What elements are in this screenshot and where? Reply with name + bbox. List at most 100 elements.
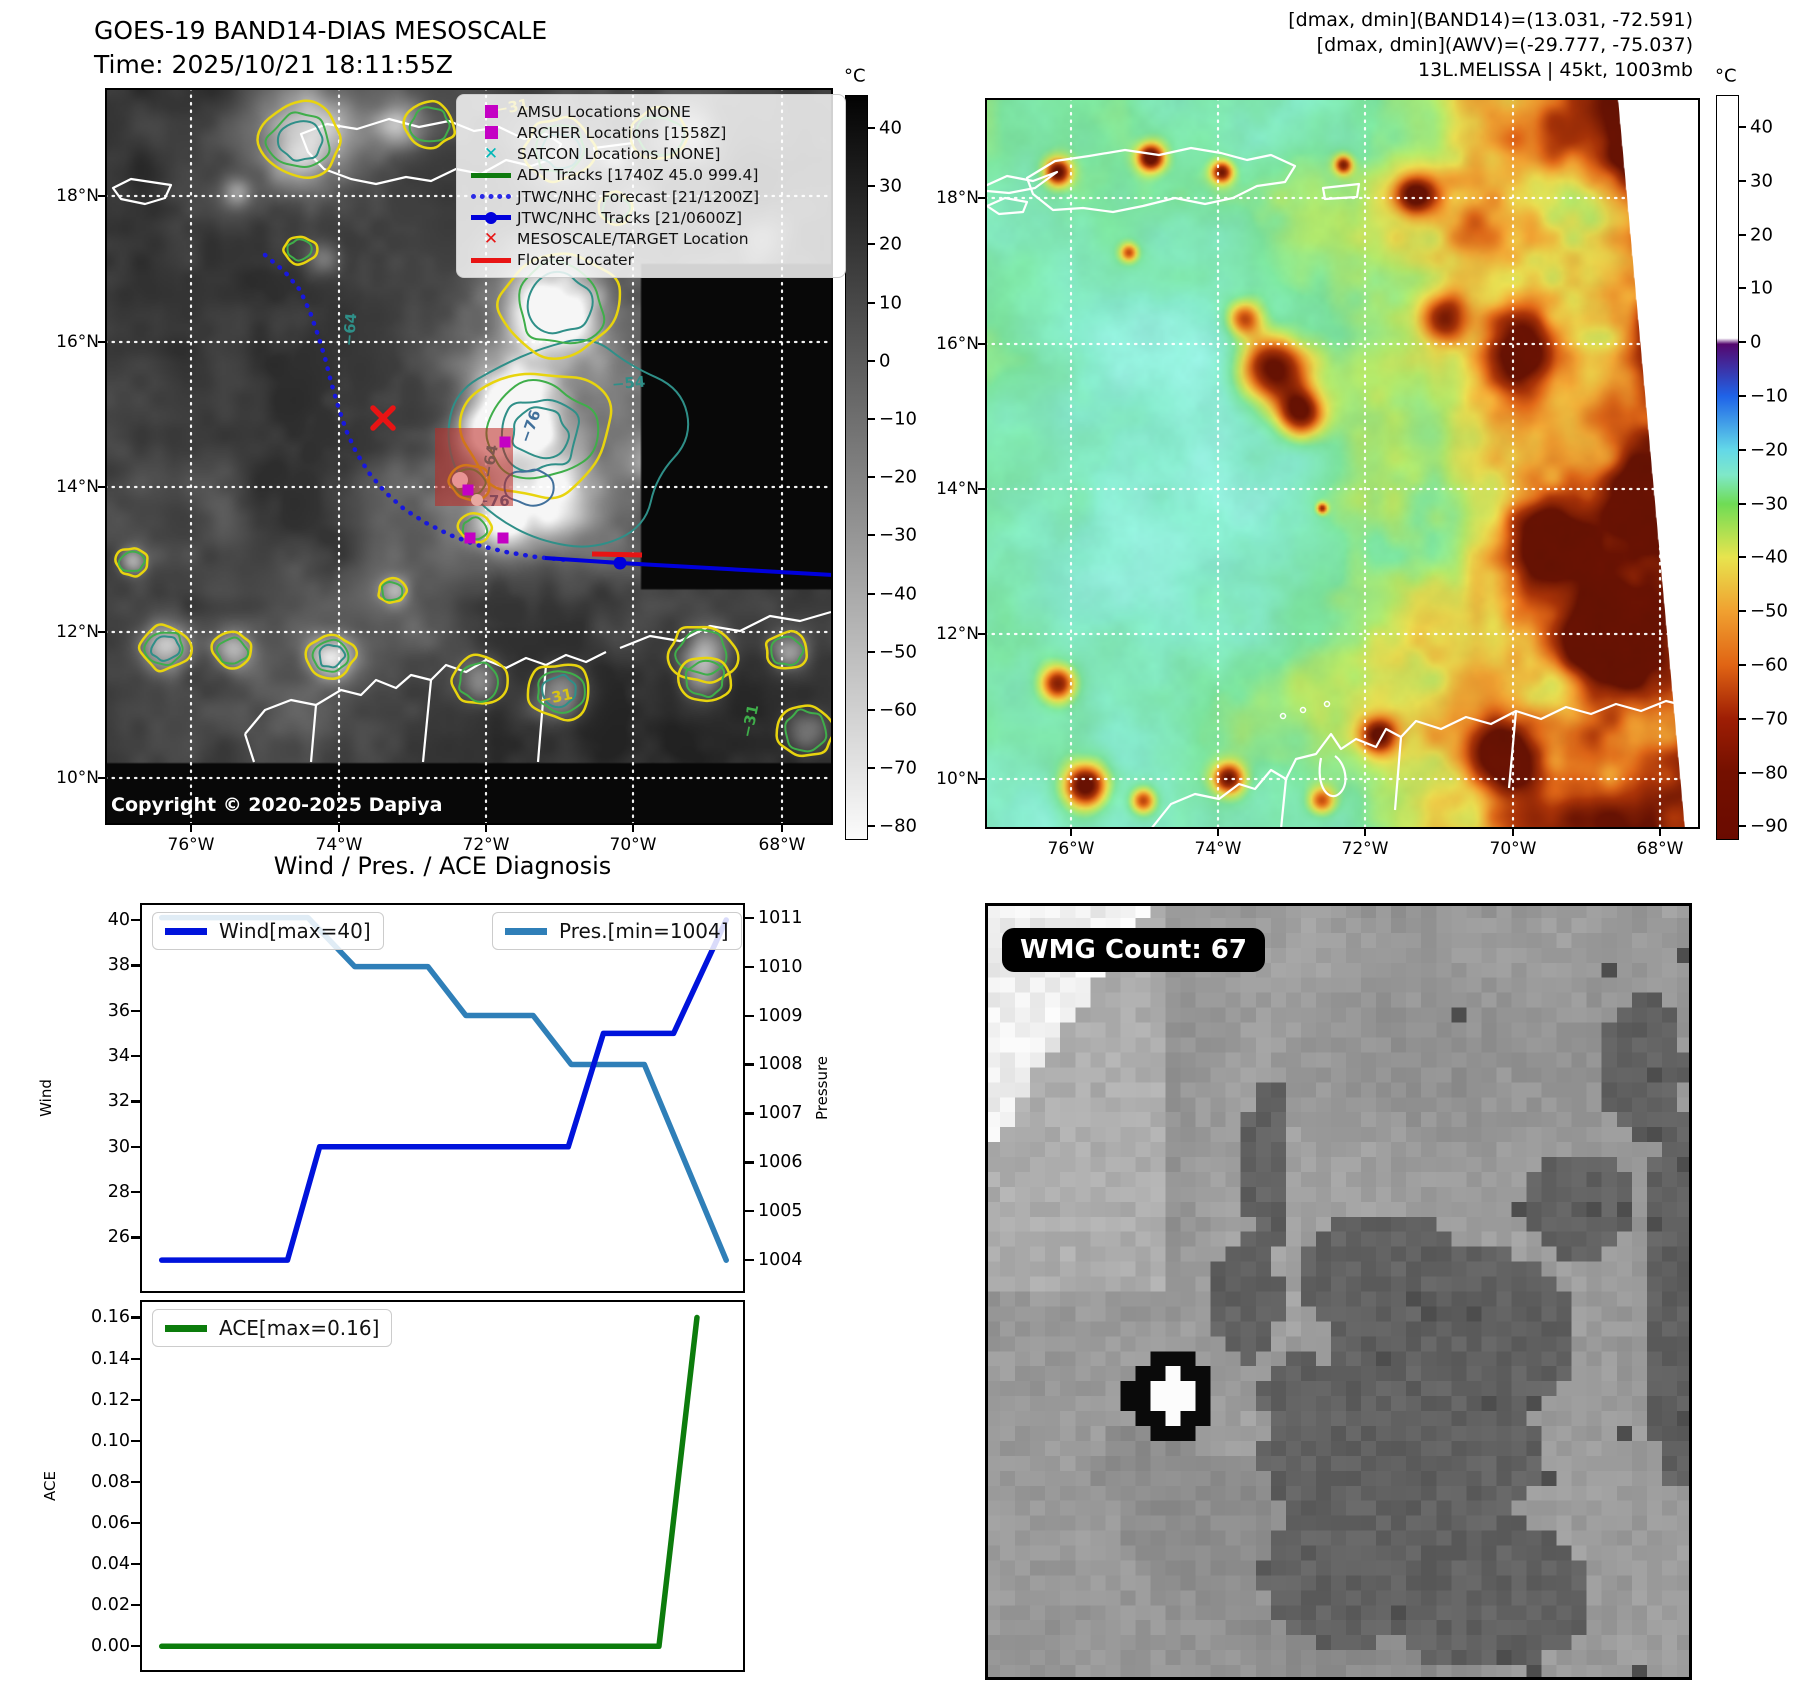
band14-lat-label: 10°N [56, 768, 99, 788]
band14-colorbar-tick-label: −10 [879, 408, 917, 430]
band14-colorbar-tick [868, 476, 875, 479]
wind-tick [131, 919, 140, 922]
band14-colorbar-tick-label: 20 [879, 233, 902, 255]
band14-colorbar-tick-label: 0 [879, 350, 891, 372]
awv-colorbar-tick-label: 30 [1750, 170, 1773, 192]
wind-tick [131, 964, 140, 967]
band14-lat-tick [98, 486, 105, 488]
ace-tick-label: 0.14 [91, 1348, 130, 1369]
band14-lon-label: 70°W [609, 835, 657, 855]
awv-lon-label: 68°W [1636, 839, 1684, 859]
legend-item: AMSU Locations NONE [465, 102, 837, 122]
awv-lat-label: 12°N [936, 624, 979, 644]
band14-lon-label: 68°W [758, 835, 806, 855]
ace-tick [131, 1604, 140, 1607]
awv-colorbar-tick [1739, 126, 1746, 128]
awv-lat-tick [978, 488, 985, 490]
ace-tick [131, 1480, 140, 1484]
awv-lon-tick [1070, 829, 1072, 836]
awv-lat-tick [978, 633, 985, 635]
legend-item-label: ADT Tracks [1740Z 45.0 999.4] [517, 166, 759, 185]
info-awv-range: [dmax, dmin](AWV)=(-29.777, -75.037) [1316, 34, 1693, 56]
legend-item-label: AMSU Locations NONE [517, 102, 691, 121]
ace-legend-label: ACE[max=0.16] [219, 1316, 380, 1340]
awv-colorbar-tick-label: −80 [1750, 762, 1788, 784]
awv-colorbar-tick [1739, 610, 1746, 613]
pressure-tick-label: 1011 [758, 907, 803, 928]
awv-lat-label: 14°N [936, 479, 979, 499]
wind-tick-label: 38 [107, 955, 130, 976]
awv-colorbar [1716, 95, 1739, 840]
awv-lon-label: 70°W [1489, 839, 1537, 859]
wind-tick [131, 1236, 140, 1239]
line-dot-icon [465, 211, 517, 224]
wind-tick-label: 40 [107, 910, 130, 930]
wmg-count-badge: WMG Count: 67 [1002, 928, 1265, 972]
awv-colorbar-tick [1739, 771, 1746, 774]
legend-item-label: JTWC/NHC Forecast [21/1200Z] [517, 187, 760, 206]
legend-item-label: Floater Locater [517, 251, 634, 270]
legend-item: JTWC/NHC Tracks [21/0600Z] [465, 208, 837, 228]
legend-item: ✕ MESOSCALE/TARGET Location [465, 229, 837, 249]
legend-item-label: ARCHER Locations [1558Z] [517, 123, 727, 142]
band14-lon-tick [190, 825, 192, 832]
band14-colorbar-tick [868, 534, 875, 537]
awv-colorbar-tick [1739, 825, 1746, 828]
wind-tick [131, 1145, 140, 1148]
band14-colorbar-tick-label: 10 [879, 292, 902, 314]
awv-colorbar-tick [1739, 448, 1746, 451]
ace-chart-frame [140, 1300, 745, 1672]
wind-tick-label: 32 [107, 1091, 130, 1112]
legend-item-label: MESOSCALE/TARGET Location [517, 230, 749, 249]
legend-item: ADT Tracks [1740Z 45.0 999.4] [465, 165, 837, 185]
legend-item: Floater Locater [465, 250, 837, 270]
band14-lat-tick [98, 341, 105, 343]
info-band14-range: [dmax, dmin](BAND14)=(13.031, -72.591) [1288, 9, 1693, 31]
band14-lon-tick [338, 825, 340, 832]
awv-lon-tick [1364, 829, 1366, 836]
band14-colorbar [845, 95, 868, 840]
awv-lat-label: 18°N [936, 188, 979, 208]
band14-colorbar-tick [868, 359, 875, 362]
band14-colorbar-tick [868, 767, 875, 770]
pressure-tick [745, 1161, 754, 1164]
ace-tick-label: 0.06 [91, 1512, 130, 1533]
awv-colorbar-tick-label: −20 [1750, 439, 1788, 461]
band14-colorbar-tick [868, 418, 875, 420]
band14-colorbar-tick [868, 650, 875, 653]
pressure-tick [745, 916, 754, 919]
ace-tick-label: 0.10 [91, 1430, 130, 1451]
band14-colorbar-tick-label: 30 [879, 175, 902, 197]
copyright: Copyright © 2020-2025 Dapiya [111, 794, 443, 816]
band14-colorbar-tick [868, 709, 875, 711]
wind-pressure-chart-frame [140, 903, 745, 1293]
ace-tick [131, 1398, 140, 1401]
pressure-tick-label: 1009 [758, 1005, 803, 1026]
pressure-tick-label: 1005 [758, 1201, 803, 1222]
awv-colorbar-tick-label: −50 [1750, 600, 1788, 622]
awv-lon-label: 76°W [1047, 839, 1095, 859]
awv-colorbar-tick [1739, 341, 1746, 344]
awv-colorbar-tick-label: −70 [1750, 708, 1788, 730]
awv-colorbar-tick [1739, 287, 1746, 290]
band14-colorbar-tick-label: −50 [879, 641, 917, 663]
ace-tick-label: 0.12 [91, 1389, 130, 1410]
pressure-axis-label: Pressure [813, 1055, 831, 1121]
series-ACE[max=0.16] [158, 1314, 700, 1650]
awv-colorbar-tick-label: 0 [1750, 331, 1762, 353]
band14-lon-tick [485, 825, 487, 832]
band14-legend: AMSU Locations NONE ARCHER Locations [155… [456, 94, 846, 278]
ace-axis-label: ACE [41, 1471, 59, 1501]
wind-tick [131, 1009, 140, 1012]
awv-colorbar-tick-label: 10 [1750, 277, 1773, 299]
cross-icon: ✕ [483, 144, 499, 165]
band14-lat-tick [98, 777, 105, 779]
band14-colorbar-tick [868, 127, 875, 129]
awv-lon-tick [1659, 829, 1661, 836]
wind-tick-label: 34 [107, 1046, 130, 1067]
ace-tick [131, 1439, 140, 1442]
awv-colorbar-tick [1739, 664, 1746, 666]
page-title: GOES-19 BAND14-DIAS MESOSCALE [94, 16, 548, 45]
series-Wind[max=40] [158, 917, 729, 1263]
wind-tick [131, 1100, 140, 1103]
